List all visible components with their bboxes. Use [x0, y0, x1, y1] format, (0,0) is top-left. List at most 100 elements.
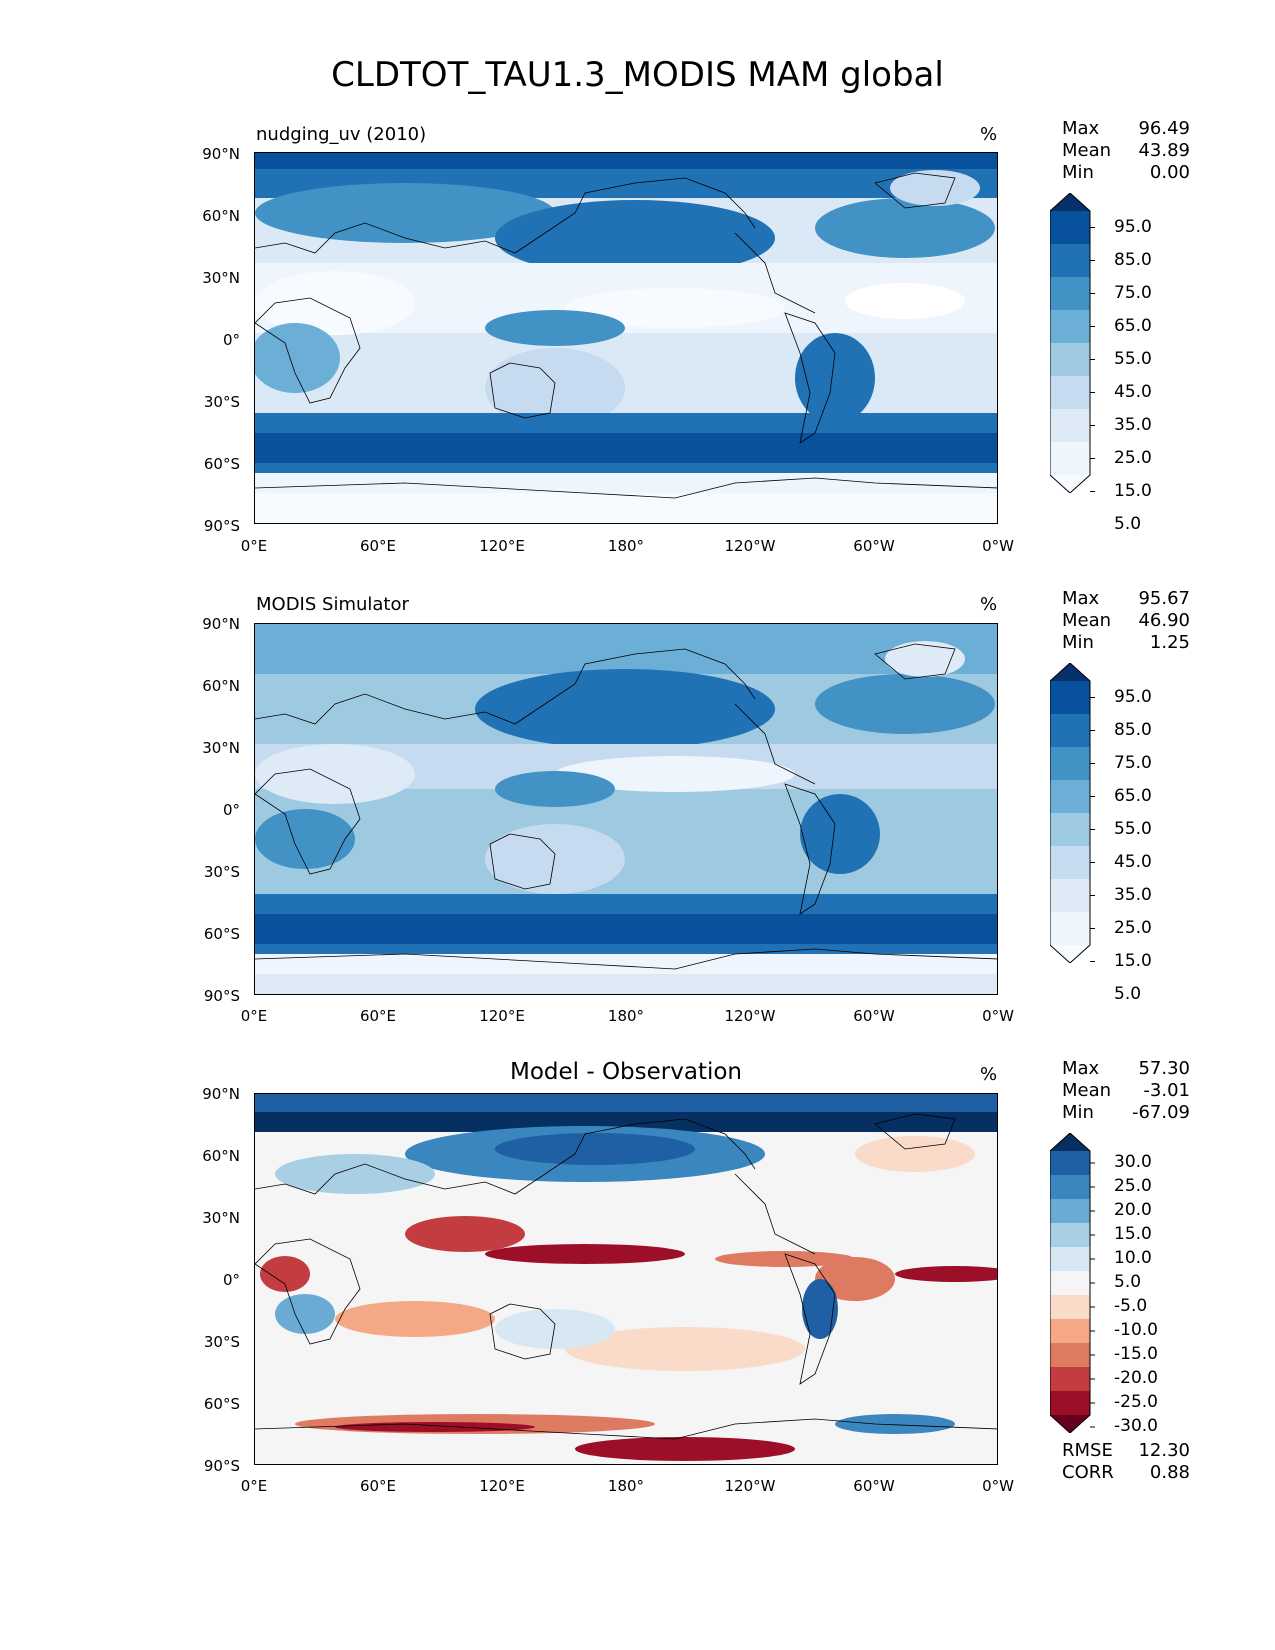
colorbar-svg [1049, 1132, 1095, 1434]
lon-tick: 120°E [479, 1007, 525, 1025]
colorbar-segment [1050, 1151, 1090, 1176]
difference-field [255, 1094, 997, 1464]
stats-box: Max 96.49 Mean 43.89 Min 0.00 [1062, 118, 1190, 184]
colorbar-label: 75.0 [1114, 752, 1152, 773]
units-label: % [980, 1064, 998, 1085]
colorbar-label: 45.0 [1114, 851, 1152, 872]
colorbar-segment [1050, 1199, 1090, 1224]
colorbar-segment [1050, 277, 1090, 311]
colorbar-segment [1050, 193, 1090, 211]
mean-label: Mean [1062, 1080, 1112, 1101]
lat-tick: 90°N [202, 615, 240, 633]
units-label: % [980, 124, 998, 145]
lon-tick: 60°E [359, 1007, 397, 1025]
colorbar-segment [1050, 310, 1090, 344]
lon-tick: 0°W [982, 537, 1014, 555]
colorbar-label: -10.0 [1114, 1320, 1158, 1340]
min-label: Min [1062, 632, 1094, 653]
colorbar-segment [1050, 780, 1090, 814]
colorbar-label: 65.0 [1114, 315, 1152, 336]
colorbar-label: 15.0 [1114, 480, 1152, 501]
colorbar-segment [1050, 244, 1090, 278]
panel-title: MODIS Simulator [256, 594, 409, 615]
mean-label: Mean [1062, 140, 1112, 161]
lon-tick: 120°W [724, 1477, 776, 1495]
panel-title: nudging_uv (2010) [256, 124, 427, 145]
colorbar-label: 95.0 [1114, 216, 1152, 237]
colorbar-label: 5.0 [1114, 983, 1142, 1004]
lat-tick: 60°N [202, 207, 240, 225]
lat-tick: 90°S [203, 517, 240, 535]
colorbar-svg [1049, 662, 1095, 995]
colorbar-label: -20.0 [1114, 1368, 1158, 1388]
lat-tick: 60°S [203, 1395, 240, 1413]
lon-tick: 0°E [240, 1477, 268, 1495]
colorbar-segment [1050, 846, 1090, 880]
colorbar-segment [1050, 663, 1090, 681]
colorbar-label: 25.0 [1114, 917, 1152, 938]
colorbar-label: 35.0 [1114, 414, 1152, 435]
lat-tick: 60°S [203, 455, 240, 473]
colorbar-segment [1050, 1295, 1090, 1320]
colorbar-label: 85.0 [1114, 249, 1152, 270]
lon-tick: 180° [607, 1007, 645, 1025]
min-value: 0.00 [1149, 162, 1190, 183]
mean-value: 46.90 [1138, 610, 1190, 631]
lat-tick: 90°N [202, 145, 240, 163]
lat-tick: 30°S [203, 863, 240, 881]
rmse-value: 12.30 [1138, 1440, 1190, 1461]
colorbar-label: 15.0 [1114, 1224, 1152, 1244]
map-difference [254, 1093, 998, 1465]
lat-tick: 0° [222, 331, 240, 349]
lat-tick: 30°N [202, 1209, 240, 1227]
lat-tick: 30°S [203, 1333, 240, 1351]
colorbar-label: 25.0 [1114, 1176, 1152, 1196]
colorbar-label: 55.0 [1114, 818, 1152, 839]
lat-tick: 30°S [203, 393, 240, 411]
cloud-field-test [255, 153, 997, 523]
colorbar-segment [1050, 1367, 1090, 1392]
max-value: 95.67 [1138, 588, 1190, 609]
colorbar-label: 85.0 [1114, 719, 1152, 740]
lon-tick: 0°E [240, 537, 268, 555]
lon-tick: 180° [607, 1477, 645, 1495]
rmse-label: RMSE [1062, 1440, 1113, 1461]
colorbar-segment [1050, 945, 1090, 963]
max-label: Max [1062, 1058, 1100, 1079]
colorbar-segment [1050, 1133, 1090, 1151]
lat-tick: 0° [222, 801, 240, 819]
panel-title: Model - Observation [509, 1059, 743, 1085]
min-label: Min [1062, 1102, 1094, 1123]
colorbar-segment [1050, 376, 1090, 410]
colorbar-segment [1050, 409, 1090, 443]
colorbar-segment [1050, 1175, 1090, 1200]
min-value: 1.25 [1149, 632, 1190, 653]
colorbar-segment [1050, 1343, 1090, 1368]
mean-value: -3.01 [1143, 1080, 1190, 1101]
colorbar: 30.0 25.0 20.0 15.0 10.0 5.0 -5.0 -10.0 -15.0 -20… [1049, 1132, 1170, 1436]
colorbar-segment [1050, 1319, 1090, 1344]
colorbar-label: -5.0 [1114, 1296, 1148, 1316]
lon-tick: 60°W [853, 1477, 895, 1495]
lon-tick: 0°W [982, 1477, 1014, 1495]
lon-tick: 120°E [479, 537, 525, 555]
lon-tick: 120°W [724, 537, 776, 555]
colorbar-segment [1050, 1247, 1090, 1272]
colorbar-label: 35.0 [1114, 884, 1152, 905]
corr-label: CORR [1062, 1462, 1114, 1483]
map-reference [254, 623, 998, 995]
lat-tick: 60°N [202, 677, 240, 695]
max-label: Max [1062, 588, 1100, 609]
lon-tick: 60°W [853, 537, 895, 555]
colorbar-label: -30.0 [1114, 1416, 1158, 1436]
colorbar-segment [1050, 1223, 1090, 1248]
lat-tick: 0° [222, 1271, 240, 1289]
colorbar-label: 65.0 [1114, 785, 1152, 806]
metrics-box: RMSE 12.30 CORR 0.88 [1062, 1440, 1190, 1484]
colorbar-segment [1050, 912, 1090, 946]
colorbar-segment [1050, 442, 1090, 476]
colorbar-label: 30.0 [1114, 1152, 1152, 1172]
lon-tick: 120°W [724, 1007, 776, 1025]
colorbar-label: -15.0 [1114, 1344, 1158, 1364]
lon-tick: 60°W [853, 1007, 895, 1025]
